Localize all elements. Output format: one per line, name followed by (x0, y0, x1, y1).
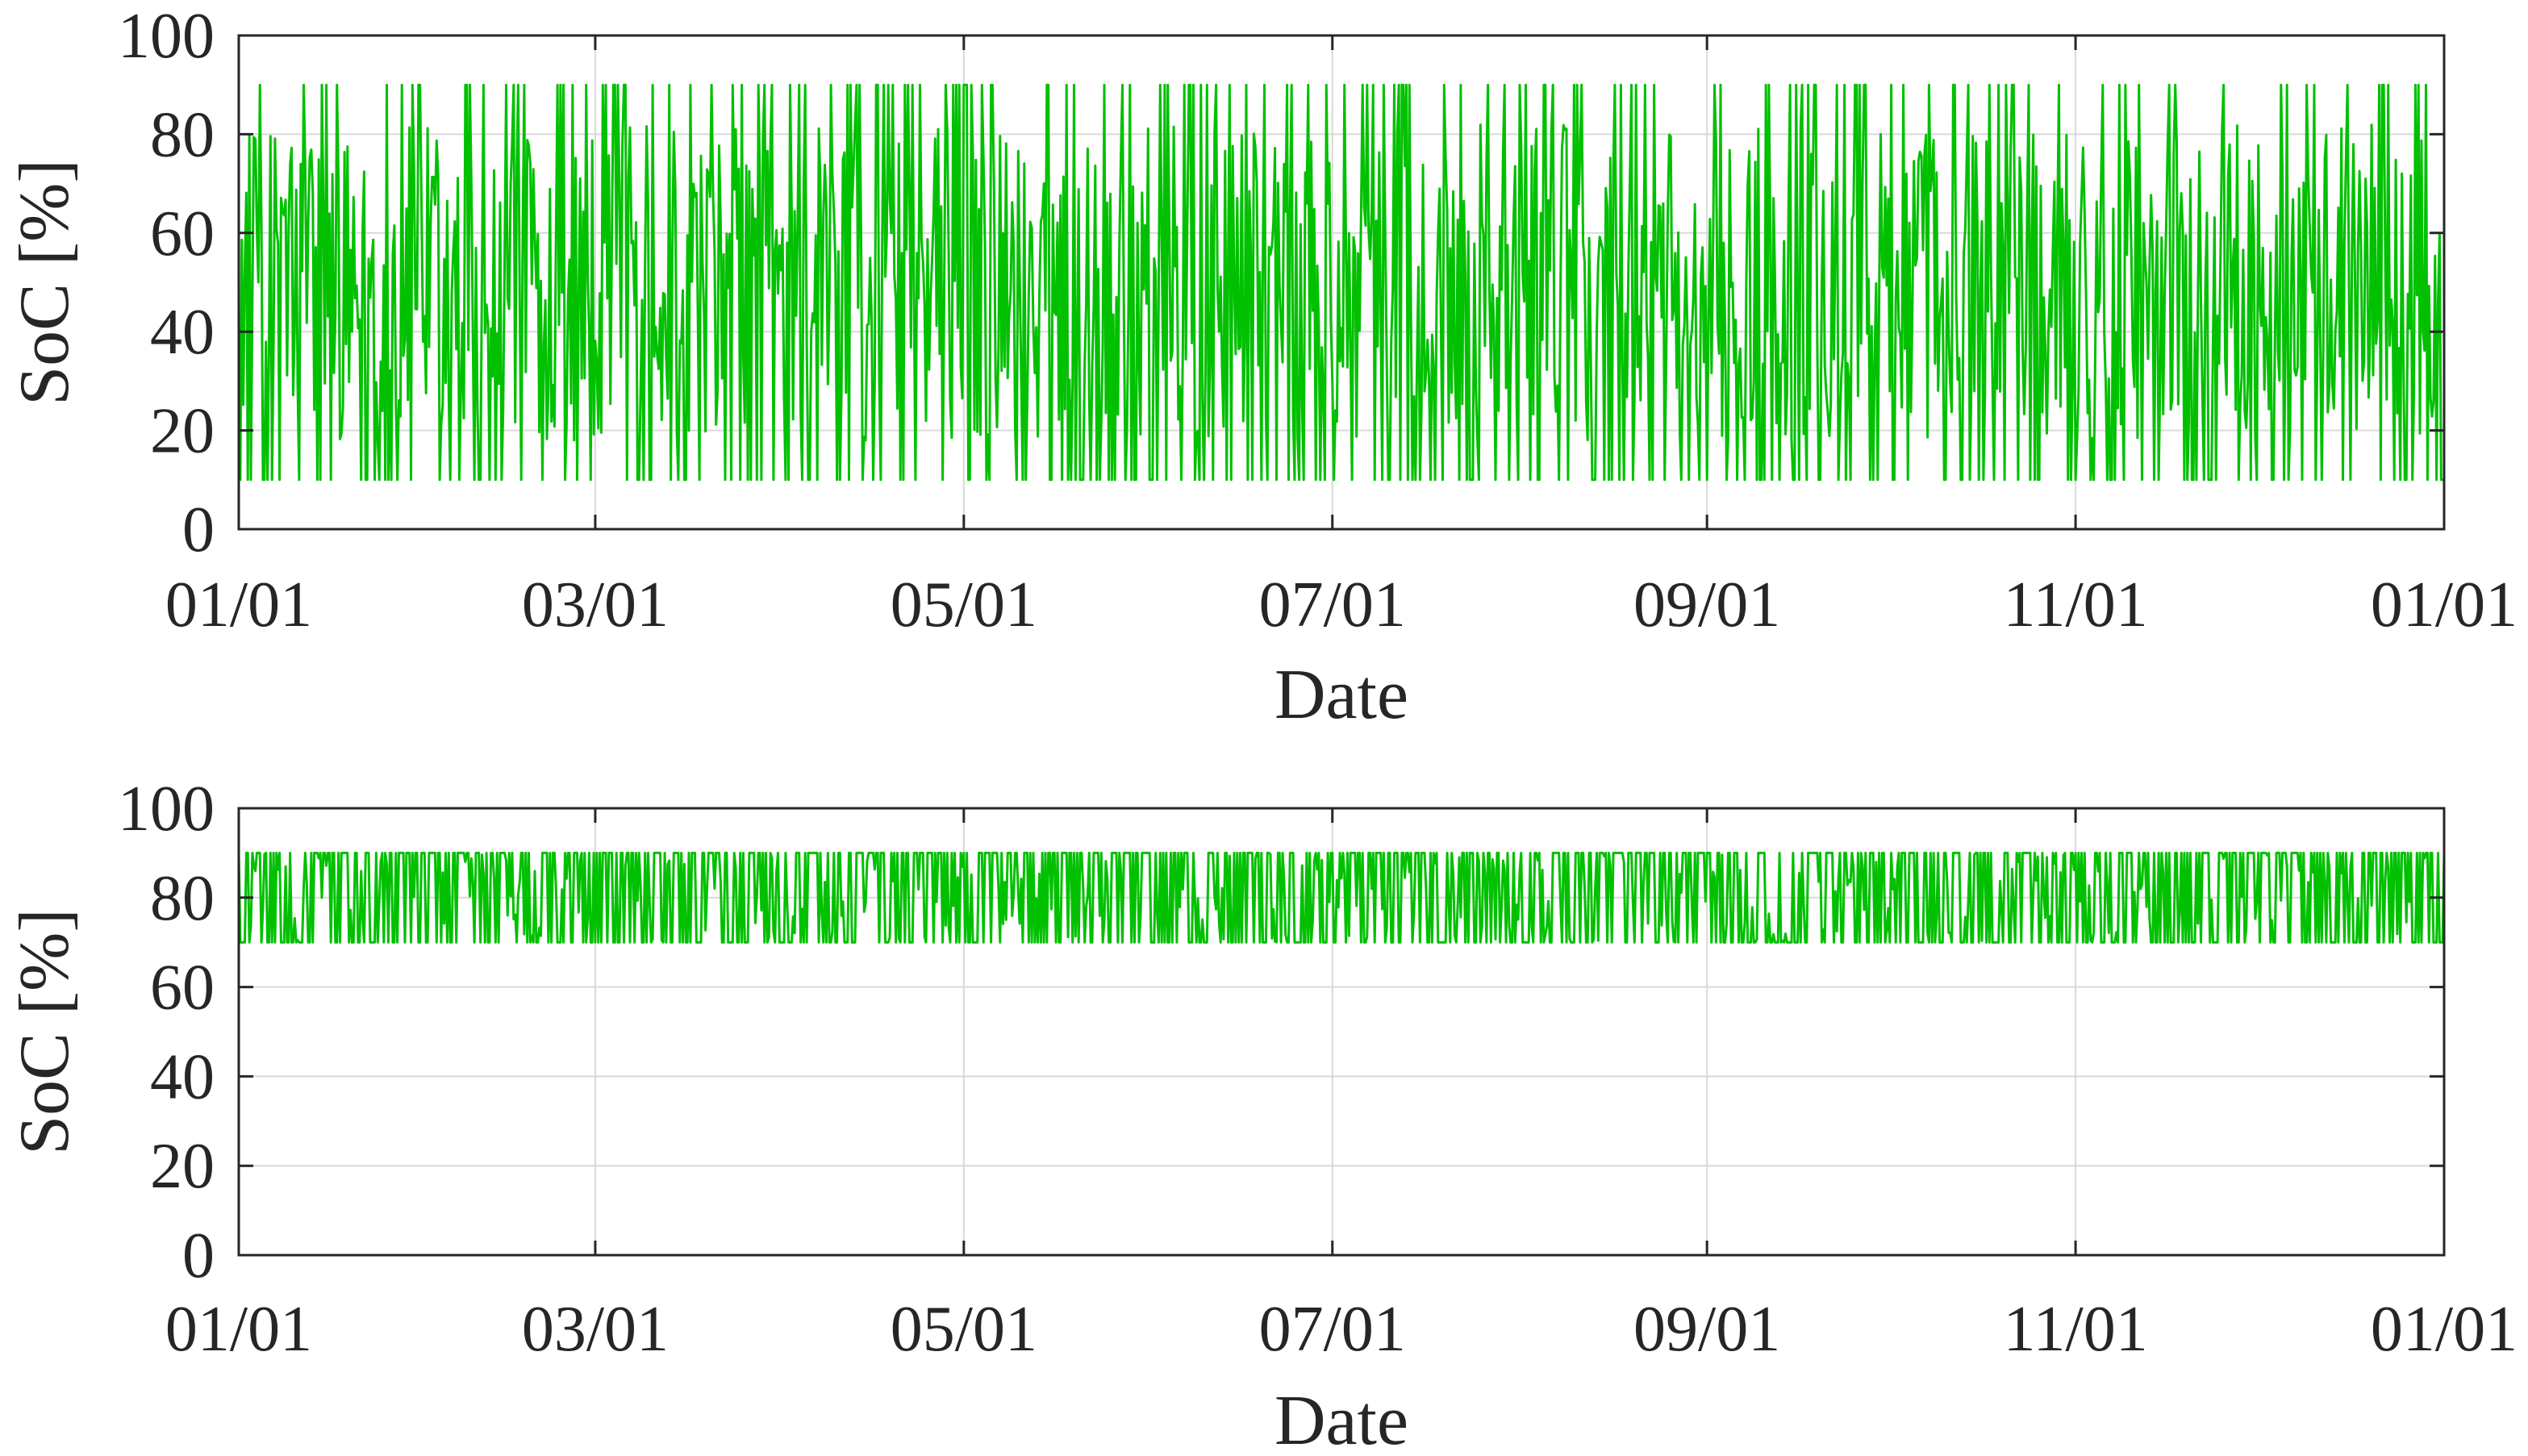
x-tick-label: 01/01 (165, 569, 312, 640)
soc-series-line (237, 851, 2446, 944)
y-tick-label: 40 (150, 297, 215, 368)
y-tick-label: 40 (150, 1041, 215, 1112)
axes-box (237, 807, 2446, 1257)
y-tick-label: 80 (150, 863, 215, 934)
x-tick-label: 01/01 (2371, 569, 2518, 640)
y-tick-label: 100 (118, 774, 215, 845)
x-axis-title: Date (1274, 1382, 1408, 1456)
x-tick-label: 05/01 (891, 1294, 1037, 1365)
x-tick-label: 07/01 (1259, 569, 1406, 640)
x-tick-label: 07/01 (1259, 1294, 1406, 1365)
y-tick-label: 80 (150, 99, 215, 170)
y-axis-title: SoC [%] (6, 908, 84, 1155)
y-tick-label: 0 (182, 1220, 215, 1291)
y-tick-label: 20 (150, 396, 215, 467)
y-tick-label: 60 (150, 953, 215, 1024)
top-panel: 01/01 03/01 05/01 07/01 09/01 11/01 01/0102040… (6, 1, 2518, 734)
axes-box (237, 34, 2446, 531)
x-axis-title: Date (1274, 656, 1408, 734)
x-tick-label: 11/01 (2003, 569, 2147, 640)
x-tick-label: 03/01 (522, 569, 669, 640)
y-tick-label: 60 (150, 198, 215, 269)
x-tick-label: 09/01 (1633, 1294, 1780, 1365)
bottom-panel: 01/01 03/01 05/01 07/01 09/01 11/01 01/0102040… (6, 774, 2518, 1456)
x-tick-label: 09/01 (1633, 569, 1780, 640)
soc-series-line (239, 83, 2444, 482)
y-axis-title: SoC [%] (6, 159, 84, 406)
y-tick-label: 0 (182, 494, 215, 565)
x-tick-label: 01/01 (2371, 1294, 2518, 1365)
x-tick-label: 11/01 (2003, 1294, 2147, 1365)
y-tick-label: 100 (118, 1, 215, 72)
x-tick-label: 05/01 (891, 569, 1037, 640)
y-tick-label: 20 (150, 1131, 215, 1202)
x-tick-label: 03/01 (522, 1294, 669, 1365)
x-tick-label: 01/01 (165, 1294, 312, 1365)
